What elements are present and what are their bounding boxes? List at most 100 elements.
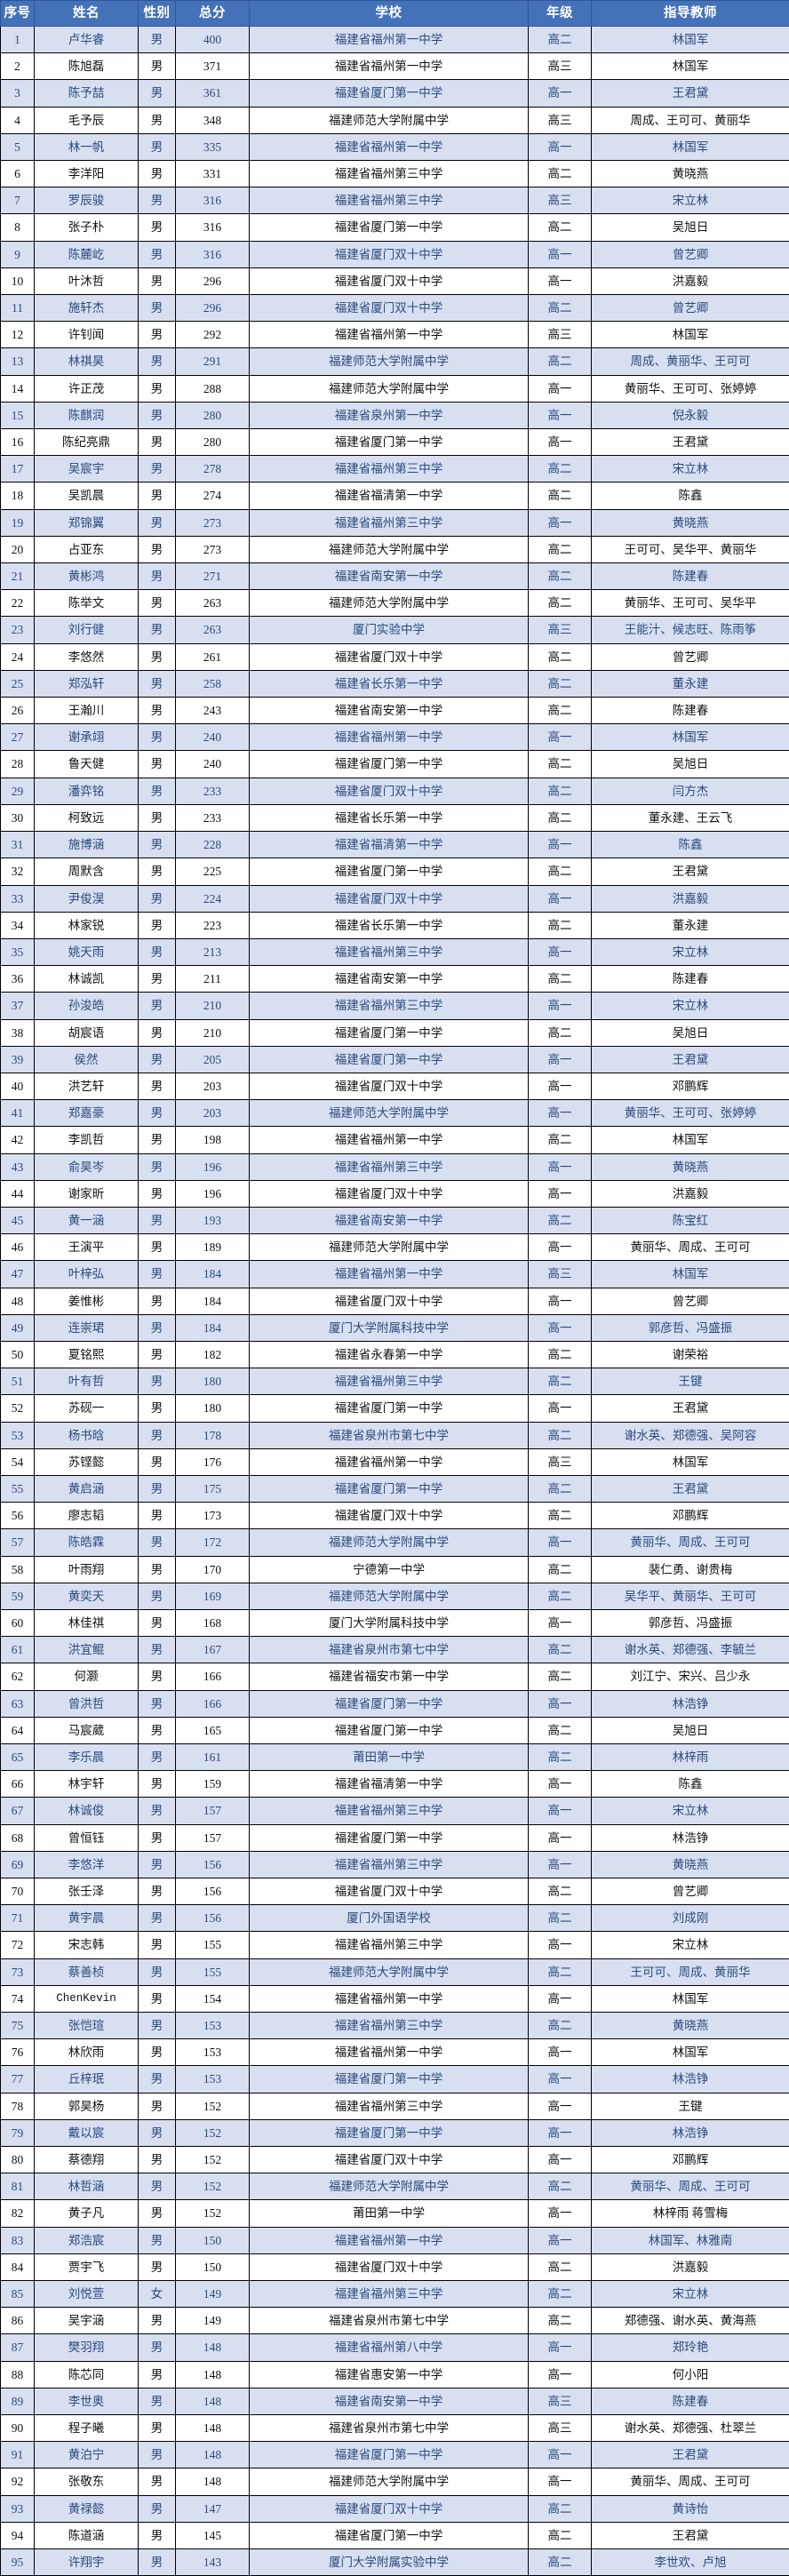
- column-header-teacher[interactable]: 指导教师: [592, 1, 789, 27]
- column-header-school[interactable]: 学校: [250, 1, 529, 27]
- column-header-gender[interactable]: 性别: [139, 1, 176, 27]
- column-header-score[interactable]: 总分: [176, 1, 250, 27]
- column-header-rank[interactable]: 序号: [1, 1, 35, 27]
- column-header-grade[interactable]: 年级: [529, 1, 592, 27]
- column-header-name[interactable]: 姓名: [35, 1, 139, 27]
